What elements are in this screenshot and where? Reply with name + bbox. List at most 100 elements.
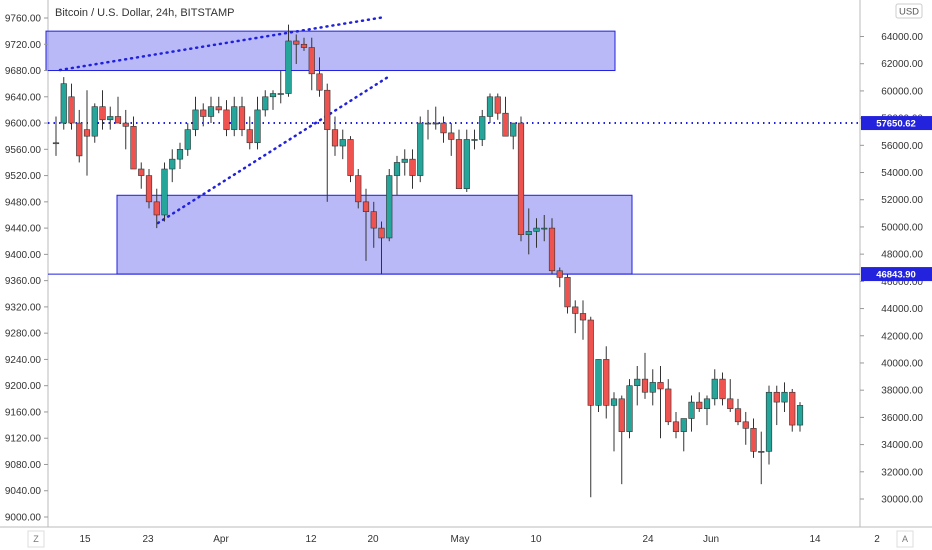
- trendlines-layer: [58, 15, 390, 225]
- currency-label: USD: [899, 7, 919, 18]
- left-tick-label: 9160.00: [5, 407, 42, 418]
- right-tick-label: 36000.00: [881, 413, 923, 424]
- time-tick-label: Jun: [703, 534, 719, 545]
- time-tick-label: 15: [79, 534, 91, 545]
- time-tick-label: 24: [642, 534, 654, 545]
- zone-rect: [45, 30, 616, 72]
- bullish-candle-body: [91, 106, 98, 137]
- bearish-candle-body: [742, 421, 749, 429]
- bearish-candle-body: [153, 201, 160, 216]
- bearish-candle-body: [696, 401, 703, 409]
- auto-scale-button[interactable]: A: [896, 530, 914, 548]
- left-tick-label: 9440.00: [5, 224, 42, 235]
- bullish-candle-body: [60, 83, 67, 124]
- horizontal-lines-layer: [48, 122, 860, 275]
- bearish-candle-body: [355, 175, 362, 203]
- bearish-candle-body: [223, 109, 230, 130]
- bearish-candle-body: [641, 378, 649, 393]
- bearish-candle-body: [238, 106, 246, 130]
- left-tick-label: 9760.00: [5, 14, 42, 25]
- price-tag-label: 46843.90: [876, 270, 916, 281]
- trendline: [58, 15, 387, 72]
- bearish-candle-body: [316, 73, 323, 91]
- bearish-candle-body: [362, 201, 370, 212]
- bearish-candle-body: [564, 277, 571, 308]
- bullish-candle-body: [184, 129, 191, 150]
- bullish-candle-body: [471, 139, 478, 141]
- bullish-candle-body: [169, 158, 176, 170]
- time-tick-label: 20: [367, 534, 379, 545]
- auto-scale-label: A: [902, 534, 908, 544]
- bullish-candle-body: [52, 142, 60, 145]
- right-tick-label: 60000.00: [881, 86, 923, 97]
- bearish-candle-body: [378, 227, 385, 239]
- trendline: [156, 75, 390, 225]
- bullish-candle-body: [285, 40, 292, 94]
- bullish-candle-body: [463, 139, 470, 190]
- left-tick-label: 9240.00: [5, 355, 42, 366]
- bearish-candle-body: [99, 106, 106, 121]
- bullish-candle-body: [649, 382, 656, 393]
- right-tick-label: 46000.00: [881, 277, 923, 288]
- bullish-candle-body: [680, 418, 687, 432]
- bearish-candle-body: [750, 428, 757, 452]
- bullish-candle-body: [765, 391, 773, 452]
- bullish-candle-body: [339, 139, 346, 147]
- bullish-candle-body: [417, 122, 424, 176]
- bearish-candle-body: [672, 421, 680, 432]
- left-tick-label: 9400.00: [5, 250, 42, 261]
- bearish-candle-body: [603, 359, 610, 406]
- bullish-candle-body: [634, 378, 641, 386]
- bullish-candle-body: [424, 122, 432, 125]
- bearish-candle-body: [370, 211, 377, 229]
- bearish-candle-body: [324, 89, 331, 130]
- bullish-candle-body: [595, 359, 602, 406]
- price-tags-layer: 57650.62 46843.90: [861, 116, 932, 282]
- bullish-candle-body: [161, 168, 168, 216]
- right-tick-label: 50000.00: [881, 222, 923, 233]
- right-tick-label: 38000.00: [881, 386, 923, 397]
- bullish-candle-body: [401, 158, 408, 163]
- bullish-candle-body: [525, 231, 532, 235]
- bearish-candle-body: [618, 398, 625, 432]
- bearish-candle-body: [494, 96, 501, 114]
- price-tag-background: [861, 116, 932, 131]
- zone-rect: [116, 194, 633, 275]
- right-tick-label: 64000.00: [881, 32, 923, 43]
- chart-title: Bitcoin / U.S. Dollar, 24h, BITSTAMP: [55, 7, 235, 19]
- bullish-candle-body: [277, 93, 284, 95]
- bearish-candle-body: [300, 43, 308, 48]
- bearish-candle-body: [138, 168, 145, 176]
- bullish-candle-body: [533, 227, 540, 232]
- bearish-candle-body: [246, 129, 253, 144]
- bearish-candle-body: [76, 122, 83, 157]
- bearish-candle-body: [734, 408, 742, 423]
- bearish-candle-body: [657, 382, 664, 390]
- left-tick-label: 9120.00: [5, 434, 42, 445]
- bearish-candle-body: [83, 129, 91, 137]
- time-axis[interactable]: 15 23 Apr 12 20 May 10 24 Jun 14 2: [79, 534, 880, 545]
- left-price-axis[interactable]: 9760.00 9720.00 9680.00 9640.00 9600.00 9560.…: [5, 14, 48, 524]
- bearish-candle-body: [455, 139, 463, 190]
- currency-badge[interactable]: USD: [895, 3, 923, 19]
- time-tick-label: 12: [305, 534, 317, 545]
- left-tick-label: 9600.00: [5, 119, 42, 130]
- bearish-candle-body: [517, 122, 525, 235]
- bullish-candle-body: [207, 106, 215, 117]
- left-tick-label: 9080.00: [5, 460, 42, 471]
- bearish-candle-body: [68, 96, 75, 124]
- left-tick-label: 9200.00: [5, 381, 42, 392]
- bearish-candle-body: [719, 378, 726, 400]
- bullish-candle-body: [393, 162, 401, 176]
- bullish-candle-body: [541, 227, 548, 230]
- bearish-candle-body: [130, 126, 137, 170]
- bearish-candle-body: [556, 270, 563, 278]
- time-tick-label: 2: [874, 534, 880, 545]
- bullish-candle-body: [781, 391, 788, 403]
- bullish-candle-body: [254, 109, 261, 144]
- axis-mode-z-button[interactable]: Z: [27, 530, 45, 548]
- right-tick-label: 42000.00: [881, 331, 923, 342]
- bullish-candle-body: [510, 122, 517, 137]
